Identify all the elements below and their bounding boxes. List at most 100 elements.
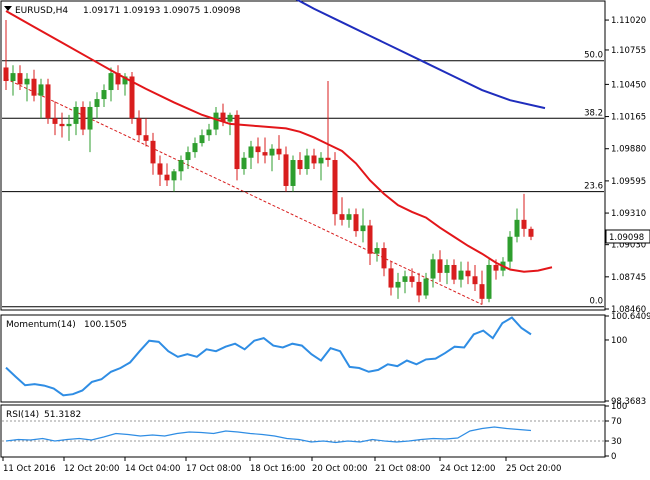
candle-body: [283, 154, 289, 186]
bearish-candle: [150, 132, 156, 175]
candle-body: [472, 276, 478, 285]
candle-body: [38, 84, 44, 96]
rsi-tick-label: 100: [611, 402, 627, 412]
candle-body: [129, 76, 135, 119]
candle-body: [45, 84, 51, 119]
bearish-candle: [325, 81, 331, 167]
candle-body: [227, 114, 233, 122]
candle-body: [528, 228, 534, 237]
bearish-candle: [255, 137, 261, 164]
candle-body: [59, 123, 65, 127]
bearish-candle: [437, 250, 443, 282]
price-tick-label: 1.09030: [611, 241, 646, 251]
candles: [3, 20, 534, 305]
candle-body: [73, 106, 79, 124]
bullish-candle: [192, 137, 198, 158]
bearish-candle: [472, 264, 478, 291]
time-tick-label: 18 Oct 16:00: [250, 464, 305, 474]
time-tick-label: 21 Oct 08:00: [375, 464, 430, 474]
rsi-pane-frame: [0, 404, 606, 458]
dropdown-triangle-icon[interactable]: [4, 6, 12, 11]
candle-body: [10, 73, 16, 82]
bullish-candle: [304, 148, 310, 175]
bearish-candle: [262, 137, 268, 164]
candle-body: [24, 78, 30, 85]
bearish-candle: [353, 208, 359, 237]
candle-body: [115, 73, 121, 85]
time-tick-label: 24 Oct 12:00: [440, 464, 495, 474]
current-price-label: 1.09098: [609, 233, 644, 243]
bullish-candle: [360, 208, 366, 243]
candle-body: [94, 99, 100, 107]
bullish-candle: [178, 155, 184, 181]
candle-body: [157, 163, 163, 175]
symbol-label: EURUSD,H4: [15, 6, 68, 16]
candle-body: [465, 270, 471, 277]
bullish-candle: [374, 242, 380, 262]
bearish-candle: [521, 193, 527, 237]
fib-level-label: 23.6: [584, 182, 603, 192]
bearish-candle: [143, 118, 149, 147]
candle-body: [381, 248, 387, 269]
momentum-pane-frame: [0, 314, 606, 403]
bullish-candle: [486, 259, 492, 303]
candle-body: [367, 225, 373, 254]
bearish-candle: [381, 242, 387, 277]
price-tick-label: 1.08460: [611, 305, 646, 315]
bullish-candle: [213, 106, 219, 136]
bullish-candle: [38, 78, 44, 119]
momentum-line: [5, 316, 532, 397]
bullish-candle: [402, 270, 408, 294]
candle-body: [150, 140, 156, 164]
candle-body: [206, 129, 212, 136]
bearish-candle: [115, 65, 121, 91]
momentum-tick-label: 98.3683: [611, 397, 646, 407]
bullish-candle: [73, 101, 79, 136]
fibonacci-levels: 50.0 38.2 23.6 0.0: [2, 51, 604, 308]
fast-moving-average-line: [5, 10, 553, 273]
bullish-candle: [66, 114, 72, 141]
candle-body: [234, 114, 240, 170]
bearish-candle: [136, 110, 142, 141]
bullish-candle: [24, 73, 30, 102]
rsi-title: RSI(14): [6, 410, 39, 420]
price-tick-label: 1.09595: [611, 177, 646, 187]
rsi-line: [5, 426, 532, 444]
bearish-candle: [332, 152, 338, 226]
bearish-candle: [311, 148, 317, 170]
bearish-candle: [451, 259, 457, 285]
candle-body: [318, 157, 324, 164]
bearish-candle: [465, 261, 471, 285]
momentum-tick-label: 100: [611, 336, 627, 346]
rsi-line-layer: [2, 420, 604, 444]
candle-body: [122, 76, 128, 85]
bullish-candle: [10, 65, 16, 96]
candle-body: [66, 123, 72, 127]
bearish-candle: [409, 268, 415, 288]
candle-body: [311, 155, 317, 164]
candle-body: [185, 152, 191, 161]
bullish-candle: [290, 155, 296, 192]
candle-body: [486, 264, 492, 299]
candle-body: [241, 157, 247, 170]
moving-averages: [5, 0, 553, 273]
bullish-candle: [395, 272, 401, 299]
bullish-candle: [185, 146, 191, 170]
candle-body: [262, 152, 268, 156]
momentum-pane: 100.6409 100 98.3683 Momentum(14) 100.1505: [0, 312, 650, 407]
bullish-candle: [206, 123, 212, 141]
rsi-tick-label: 0: [611, 452, 616, 462]
candle-body: [199, 135, 205, 144]
bearish-candle: [157, 155, 163, 186]
bearish-candle: [45, 78, 51, 124]
candle-body: [493, 264, 499, 271]
time-tick-label: 17 Oct 08:00: [186, 464, 241, 474]
time-axis: 11 Oct 2016 12 Oct 20:00 14 Oct 04:00 17 Oc…: [2, 457, 561, 474]
rsi-pane: 100 70 30 0 RSI(14) 51.3182: [0, 402, 627, 462]
bearish-candle: [234, 110, 240, 181]
bearish-candle: [17, 65, 23, 91]
price-tick-label: 1.11020: [611, 16, 646, 26]
candle-body: [101, 90, 107, 100]
rsi-axis: 100 70 30 0: [605, 402, 627, 462]
